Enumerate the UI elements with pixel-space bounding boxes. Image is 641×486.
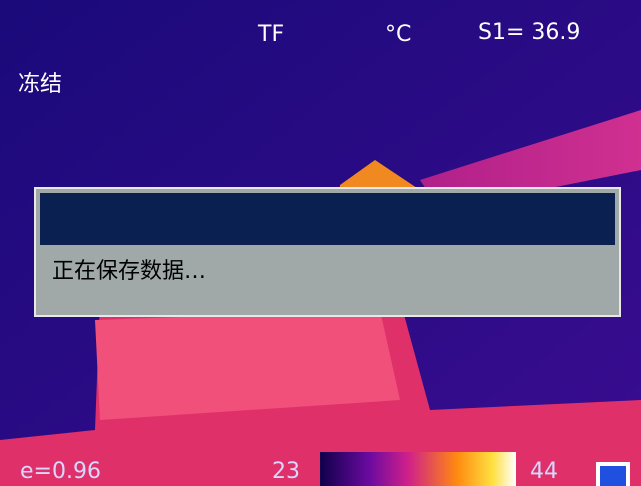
unit: °C [385, 22, 411, 47]
emissivity: e=0.96 [20, 459, 101, 484]
dialog-title-bar [40, 193, 615, 245]
color-scale [320, 452, 516, 486]
dialog-message: 正在保存数据… [52, 259, 206, 284]
scale-max: 44 [530, 459, 558, 484]
spot-reading: S1= 36.9 [478, 20, 580, 45]
storage: TF [257, 22, 284, 47]
warm-area-light [95, 310, 400, 420]
mode: 冻结 [18, 72, 62, 97]
indicator [600, 466, 626, 486]
hot-band [420, 110, 641, 210]
scale-min: 23 [272, 459, 300, 484]
